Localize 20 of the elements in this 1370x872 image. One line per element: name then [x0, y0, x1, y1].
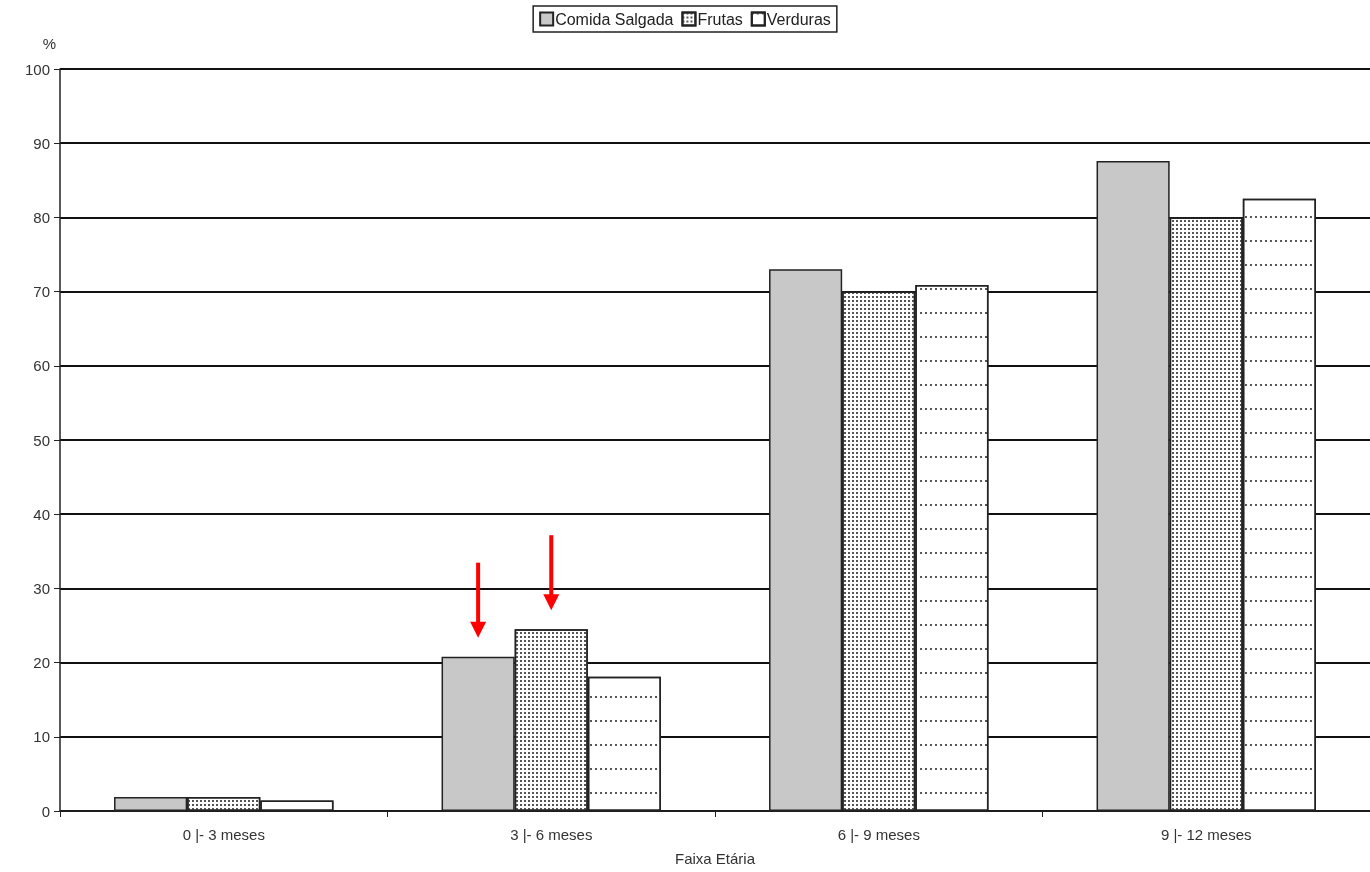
- x-tick-label: 0 |- 3 meses: [182, 826, 265, 843]
- y-tick-label: 20: [33, 654, 50, 672]
- legend-label: Comida Salgada: [555, 10, 674, 28]
- y-tick-label: 50: [33, 431, 50, 449]
- y-tick-label: 0: [41, 802, 50, 820]
- x-tick-label: 3 |- 6 meses: [510, 826, 593, 843]
- y-tick-label: 70: [33, 283, 50, 301]
- legend-label: Verduras: [766, 10, 831, 28]
- y-tick-label: 80: [33, 208, 50, 226]
- x-axis-title: Faixa Etária: [674, 850, 756, 867]
- y-tick-label: 10: [33, 728, 50, 746]
- y-tick-label: 90: [33, 134, 50, 152]
- x-tick-label: 6 |- 9 meses: [837, 826, 920, 843]
- x-tick-label: 9 |- 12 meses: [1160, 826, 1252, 843]
- y-tick-label: 60: [33, 357, 50, 375]
- y-tick-label: 100: [24, 60, 50, 78]
- legend-label: Frutas: [697, 10, 743, 28]
- y-axis-title: %: [42, 35, 56, 52]
- y-tick-label: 30: [33, 579, 50, 597]
- y-tick-label: 40: [33, 505, 50, 523]
